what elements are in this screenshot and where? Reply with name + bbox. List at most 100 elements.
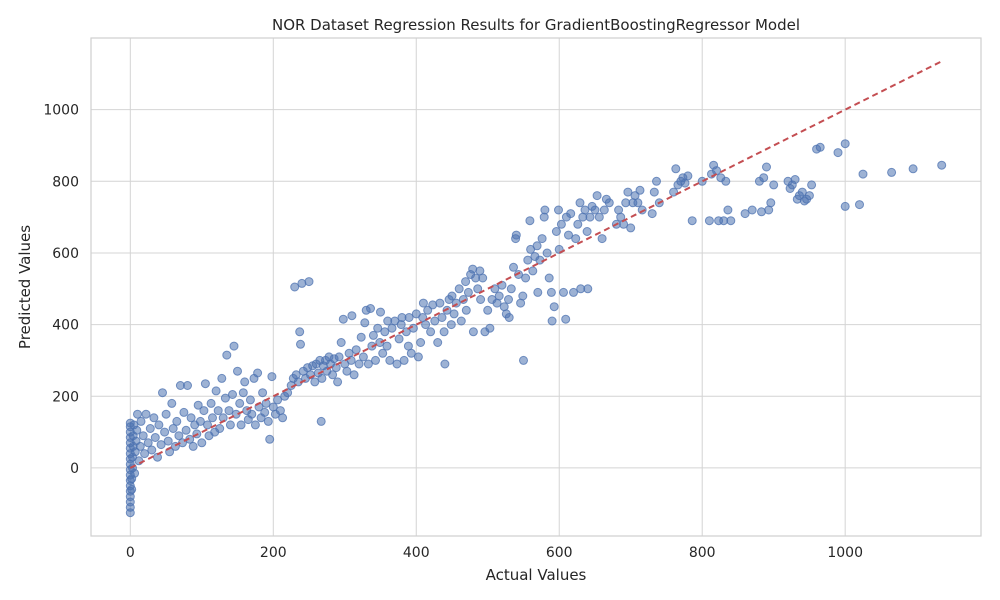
data-point bbox=[428, 300, 438, 310]
data-point bbox=[418, 298, 428, 308]
data-point bbox=[199, 406, 209, 416]
x-tick-label: 1000 bbox=[827, 545, 863, 561]
data-point bbox=[585, 212, 595, 222]
data-point bbox=[626, 223, 636, 233]
data-point bbox=[766, 198, 776, 208]
chart-title: NOR Dataset Regression Results for Gradi… bbox=[272, 16, 800, 34]
data-point bbox=[504, 295, 513, 304]
data-point bbox=[532, 241, 542, 251]
y-tick-label: 400 bbox=[52, 318, 79, 334]
data-point bbox=[250, 420, 260, 430]
data-point bbox=[592, 191, 602, 201]
data-point bbox=[858, 169, 868, 179]
data-point bbox=[179, 407, 189, 417]
data-point bbox=[478, 273, 488, 283]
data-point bbox=[721, 176, 731, 186]
data-point bbox=[233, 366, 242, 376]
data-point bbox=[378, 348, 388, 358]
data-point bbox=[747, 205, 757, 215]
data-point bbox=[136, 416, 146, 426]
data-point bbox=[392, 359, 402, 369]
data-point bbox=[556, 219, 566, 229]
data-point bbox=[561, 314, 571, 324]
data-point bbox=[580, 205, 590, 215]
data-point bbox=[273, 395, 283, 405]
data-point bbox=[195, 416, 205, 426]
data-point bbox=[317, 373, 327, 383]
data-point bbox=[635, 185, 645, 195]
data-point bbox=[371, 355, 380, 365]
data-point bbox=[511, 230, 521, 240]
data-point bbox=[229, 341, 239, 351]
data-point bbox=[833, 148, 843, 158]
data-point bbox=[363, 359, 373, 369]
data-point bbox=[186, 413, 196, 423]
data-point bbox=[228, 390, 237, 399]
data-point bbox=[533, 287, 543, 297]
data-point bbox=[712, 166, 721, 176]
data-point bbox=[168, 424, 178, 433]
data-point bbox=[394, 334, 404, 344]
data-point bbox=[726, 216, 736, 226]
data-point bbox=[213, 406, 223, 416]
data-point bbox=[360, 318, 370, 328]
data-point bbox=[130, 468, 140, 478]
data-point bbox=[156, 440, 166, 450]
data-point bbox=[224, 406, 234, 416]
data-point bbox=[815, 142, 825, 152]
data-point bbox=[215, 424, 225, 433]
data-point bbox=[160, 427, 170, 437]
data-point bbox=[523, 255, 533, 265]
data-point bbox=[535, 255, 545, 265]
data-point bbox=[449, 309, 459, 319]
data-point bbox=[564, 230, 573, 240]
data-point bbox=[483, 305, 493, 315]
data-point bbox=[840, 201, 850, 211]
data-point bbox=[328, 370, 338, 380]
data-point bbox=[258, 388, 268, 398]
data-point bbox=[406, 348, 416, 358]
data-point bbox=[342, 366, 352, 376]
data-point bbox=[540, 205, 550, 215]
data-point bbox=[440, 359, 450, 369]
data-point bbox=[518, 291, 528, 301]
data-point bbox=[649, 187, 659, 197]
data-point bbox=[447, 291, 457, 301]
data-point bbox=[683, 171, 693, 181]
data-point bbox=[509, 262, 518, 272]
data-point bbox=[807, 180, 817, 190]
data-point bbox=[380, 327, 390, 337]
x-tick-label: 800 bbox=[689, 545, 716, 561]
data-point bbox=[525, 216, 535, 226]
data-point bbox=[537, 234, 547, 244]
data-point bbox=[583, 284, 593, 294]
data-point bbox=[468, 264, 478, 274]
data-point bbox=[461, 277, 471, 287]
data-point bbox=[217, 373, 227, 383]
data-point bbox=[290, 282, 300, 292]
data-point bbox=[141, 409, 151, 419]
data-point bbox=[338, 314, 348, 324]
data-point bbox=[366, 304, 375, 313]
y-tick-label: 0 bbox=[70, 461, 79, 477]
y-tick-label: 1000 bbox=[43, 103, 79, 119]
data-point bbox=[138, 431, 148, 441]
data-point bbox=[404, 313, 414, 322]
data-point bbox=[569, 287, 578, 297]
data-point bbox=[304, 277, 314, 287]
data-point bbox=[373, 323, 383, 333]
data-point bbox=[163, 436, 173, 446]
data-point bbox=[368, 330, 378, 340]
data-point bbox=[143, 438, 153, 448]
data-point bbox=[804, 191, 814, 201]
data-point bbox=[172, 416, 182, 426]
data-point bbox=[494, 291, 504, 301]
x-tick-labels: 0 200 400 600 800 1000 bbox=[126, 545, 863, 561]
data-point bbox=[473, 284, 483, 294]
data-point bbox=[671, 164, 681, 174]
data-point bbox=[167, 398, 177, 408]
data-point bbox=[253, 368, 263, 378]
data-point bbox=[652, 176, 661, 186]
data-point bbox=[790, 175, 800, 184]
data-point bbox=[439, 327, 449, 337]
